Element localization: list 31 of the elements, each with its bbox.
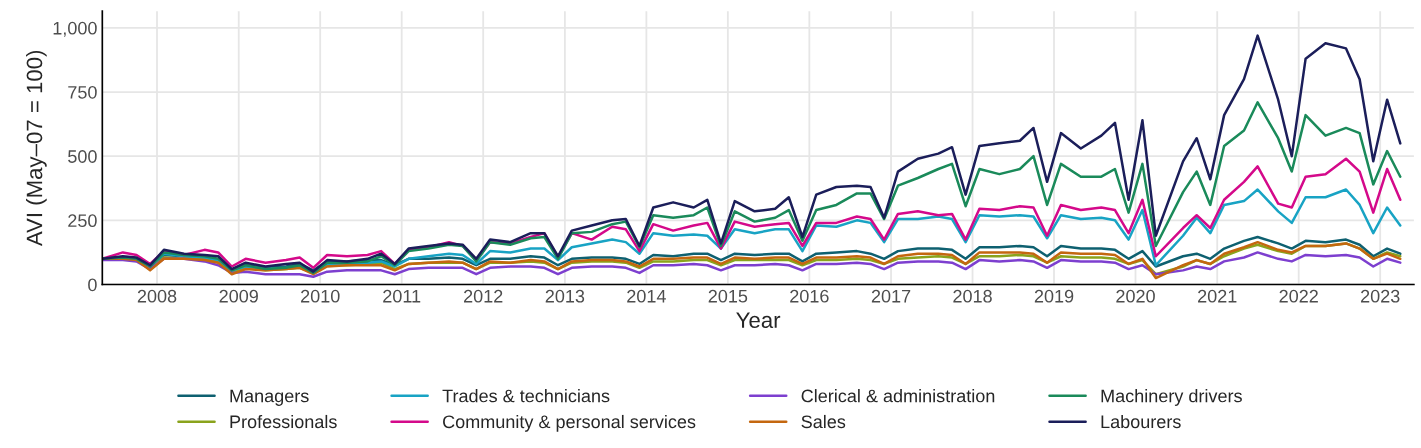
x-tick-label: 2021 — [1198, 289, 1237, 303]
legend-label: Trades & technicians — [442, 389, 610, 403]
legend-label: Sales — [801, 414, 846, 429]
legend-label: Managers — [230, 389, 309, 406]
x-tick-label: 2008 — [137, 289, 177, 303]
y-tick-label: 1,000 — [53, 21, 97, 37]
x-tick-label: 2017 — [871, 289, 911, 303]
x-tick-label: 2020 — [1116, 289, 1155, 303]
x-tick-label: 2013 — [545, 289, 585, 303]
legend-label: Professionals — [230, 414, 337, 429]
x-tick-label: 2019 — [1034, 289, 1074, 303]
y-tick-label: 500 — [68, 150, 97, 163]
x-tick-label: 2012 — [464, 289, 503, 303]
y-tick-label: 250 — [68, 214, 97, 228]
x-tick-label: 2023 — [1361, 289, 1400, 303]
x-tick-label: 2015 — [708, 289, 748, 303]
x-axis-title: Year — [736, 312, 781, 329]
legend-label: Labourers — [1101, 414, 1181, 429]
legend-label: Machinery drivers — [1101, 389, 1242, 406]
legend-label: Community & personal services — [443, 414, 696, 432]
x-tick-label: 2010 — [301, 289, 340, 303]
x-tick-label: 2022 — [1279, 289, 1318, 303]
x-tick-label: 2016 — [790, 289, 829, 303]
x-tick-label: 2011 — [383, 289, 421, 303]
y-axis-title: AVI (May–07 = 100) — [26, 50, 47, 247]
x-tick-label: 2018 — [953, 289, 992, 303]
y-tick-label: 750 — [68, 85, 97, 99]
legend-label: Clerical & administration — [801, 389, 995, 403]
x-tick-label: 2009 — [219, 289, 258, 303]
x-tick-label: 2014 — [627, 289, 666, 303]
y-tick-label: 0 — [88, 278, 97, 292]
